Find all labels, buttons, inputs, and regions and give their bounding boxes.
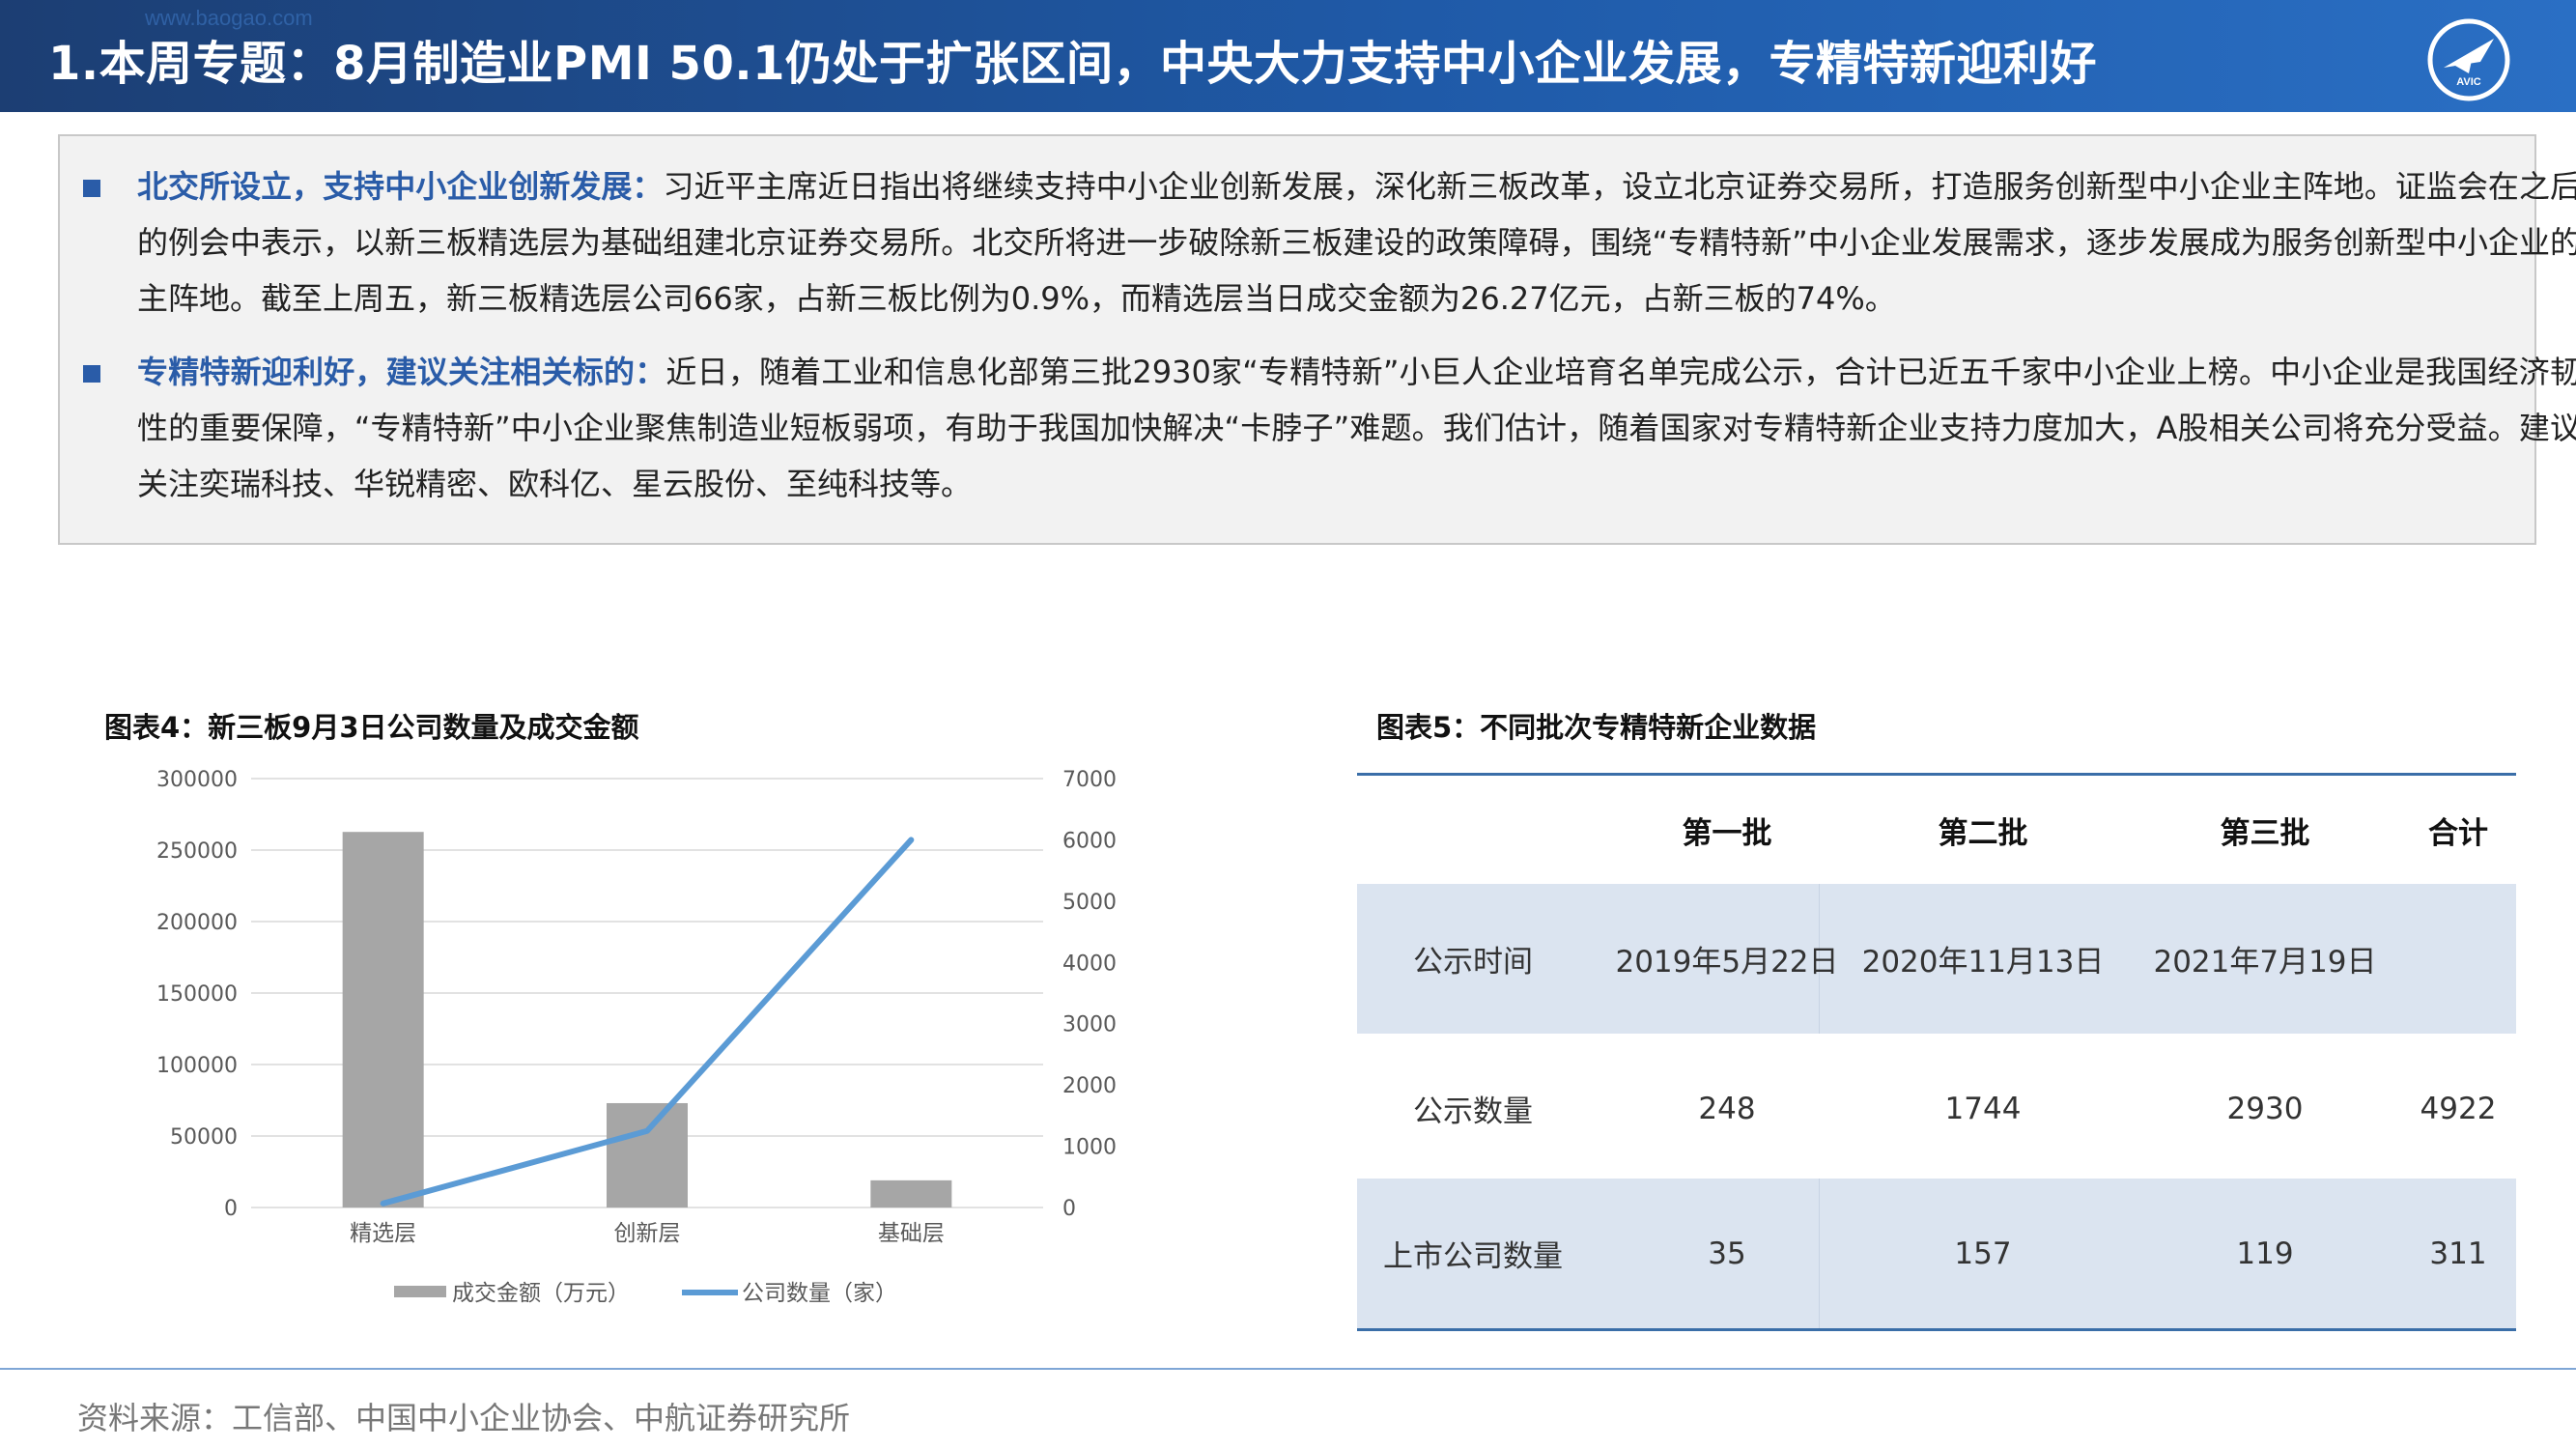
figure4-caption: 图表4：新三板9月3日公司数量及成交金额 xyxy=(104,711,639,744)
line-point xyxy=(646,1129,648,1132)
y-right-tick-label: 7000 xyxy=(1062,768,1117,792)
watermark: www.baogao.com xyxy=(145,6,313,30)
bar xyxy=(870,1179,952,1208)
table-cell: 公示时间 xyxy=(1413,945,1533,980)
line-point xyxy=(382,1202,384,1205)
table-cell: 2930 xyxy=(2226,1091,2304,1126)
table-row: 公示时间 2019年5月22日 2020年11月13日 2021年7月19日 xyxy=(1357,884,2516,1034)
table-row: 上市公司数量 35 157 119 311 xyxy=(1357,1179,2516,1328)
bar xyxy=(342,832,424,1208)
y-right-tick-label: 6000 xyxy=(1062,829,1117,853)
table-header-row: 第一批 第二批 第三批 合计 xyxy=(1357,776,2516,884)
table-cell: 2019年5月22日 xyxy=(1615,945,1839,980)
y-left-tick-label: 150000 xyxy=(156,982,238,1007)
y-right-tick-label: 4000 xyxy=(1062,952,1117,976)
x-tick-label: 创新层 xyxy=(614,1221,681,1246)
y-left-tick-label: 100000 xyxy=(156,1054,238,1078)
bar xyxy=(607,1102,688,1208)
table-cell: 2020年11月13日 xyxy=(1861,945,2105,980)
y-left-tick-label: 200000 xyxy=(156,911,238,935)
summary-point-1: 北交所设立，支持中小企业创新发展：习近平主席近日指出将继续支持中小企业创新发展，… xyxy=(137,158,2576,327)
table-row: 公示数量 248 1744 2930 4922 xyxy=(1357,1034,2516,1183)
legend-label: 公司数量（家） xyxy=(742,1281,897,1306)
y-right-tick-label: 0 xyxy=(1062,1197,1076,1221)
legend-swatch-bar xyxy=(394,1286,446,1297)
table-top-rule xyxy=(1357,773,2516,776)
table-cell: 公示数量 xyxy=(1413,1094,1533,1129)
table-cell: 1744 xyxy=(1944,1091,2022,1126)
y-right-tick-label: 3000 xyxy=(1062,1013,1117,1037)
page-title: 1.本周专题：8月制造业PMI 50.1仍处于扩张区间，中央大力支持中小企业发展… xyxy=(48,37,2097,91)
source-note: 资料来源：工信部、中国中小企业协会、中航证券研究所 xyxy=(77,1400,851,1436)
table-cell: 119 xyxy=(2236,1236,2294,1271)
summary-point-2: 专精特新迎利好，建议关注相关标的：近日，随着工业和信息化部第三批2930家“专精… xyxy=(137,344,2576,512)
table-bottom-rule xyxy=(1357,1328,2516,1331)
y-right-tick-label: 1000 xyxy=(1062,1136,1117,1160)
line-point xyxy=(910,838,913,841)
table-cell xyxy=(2400,884,2516,1034)
y-right-tick-label: 5000 xyxy=(1062,891,1117,915)
table-header-cell: 合计 xyxy=(2428,815,2488,851)
table-header-cell: 第三批 xyxy=(2220,815,2310,851)
y-left-tick-label: 300000 xyxy=(156,768,238,792)
figure5-caption: 图表5：不同批次专精特新企业数据 xyxy=(1376,711,1817,744)
table-cell: 35 xyxy=(1708,1236,1746,1271)
svg-text:AVIC: AVIC xyxy=(2456,76,2481,88)
table-cell: 4922 xyxy=(2420,1091,2497,1126)
y-left-tick-label: 250000 xyxy=(156,839,238,864)
footer-divider xyxy=(0,1368,2576,1370)
legend-label: 成交金额（万元） xyxy=(452,1281,630,1306)
table-cell: 2021年7月19日 xyxy=(2153,945,2377,980)
summary-point-2-text: 近日，随着工业和信息化部第三批2930家“专精特新”小巨人企业培育名单完成公示，… xyxy=(137,354,2576,502)
combo-chart: 0 50000 100000 150000 200000 250000 300000 0 100… xyxy=(156,768,1117,1306)
x-tick-label: 精选层 xyxy=(350,1221,416,1246)
table-cell: 上市公司数量 xyxy=(1383,1239,1563,1274)
bullet-square-icon xyxy=(83,365,100,383)
y-left-tick-label: 0 xyxy=(224,1197,238,1221)
table-header-cell: 第二批 xyxy=(1938,815,2028,851)
avic-logo-icon: AVIC xyxy=(2427,18,2510,101)
bullet-square-icon xyxy=(83,180,100,197)
y-left-tick-label: 50000 xyxy=(170,1125,238,1150)
summary-point-1-text: 习近平主席近日指出将继续支持中小企业创新发展，深化新三板改革，设立北京证券交易所… xyxy=(137,168,2576,317)
table-cell: 157 xyxy=(1954,1236,2012,1271)
table-cell: 311 xyxy=(2429,1236,2487,1271)
summary-point-2-lead: 专精特新迎利好，建议关注相关标的： xyxy=(137,354,666,390)
summary-point-1-lead: 北交所设立，支持中小企业创新发展： xyxy=(137,168,664,205)
column-divider xyxy=(1819,1179,1820,1328)
table-header-cell: 第一批 xyxy=(1682,815,1772,851)
header-bar: www.baogao.com 1.本周专题：8月制造业PMI 50.1仍处于扩张… xyxy=(0,0,2576,112)
y-right-tick-label: 2000 xyxy=(1062,1074,1117,1098)
table-cell: 248 xyxy=(1698,1091,1756,1126)
column-divider xyxy=(1819,884,1820,1034)
summary-box: 北交所设立，支持中小企业创新发展：习近平主席近日指出将继续支持中小企业创新发展，… xyxy=(58,134,2576,545)
x-tick-label: 基础层 xyxy=(878,1221,945,1246)
